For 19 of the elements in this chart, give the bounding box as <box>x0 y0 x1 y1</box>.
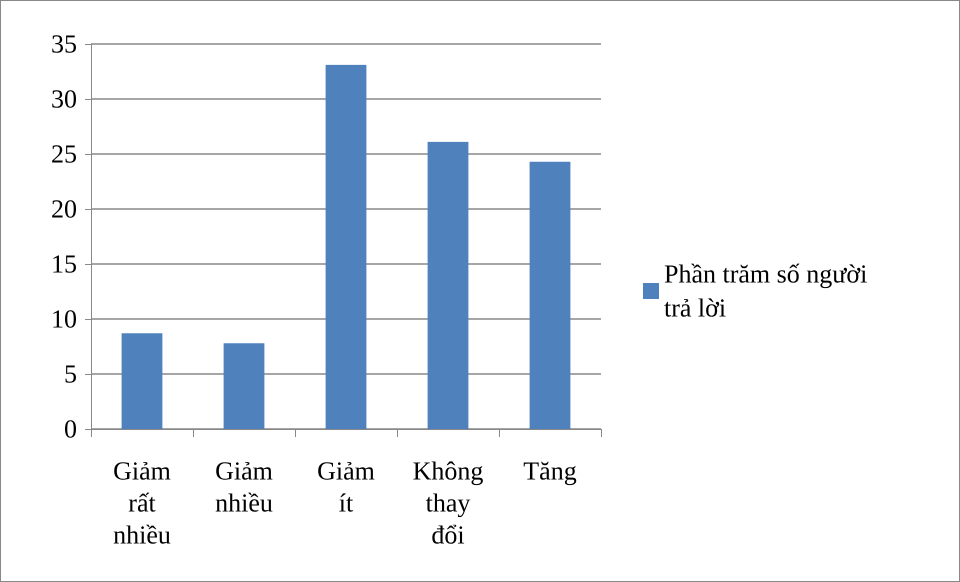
x-tick-label: Tăng <box>523 456 577 486</box>
bar <box>428 142 468 429</box>
x-tick-label: Giảm nhiều <box>215 456 273 518</box>
x-tick-label: Giảm rất nhiều <box>113 456 171 550</box>
y-tick-label: 35 <box>51 30 77 58</box>
y-tick-label: 25 <box>51 140 77 168</box>
x-tick-label: Giảm ít <box>317 456 375 518</box>
y-tick-label: 0 <box>64 414 77 444</box>
y-tick-label: 30 <box>51 84 77 114</box>
y-tick-label: 15 <box>51 250 77 278</box>
y-tick-label: 5 <box>64 360 77 388</box>
bar <box>122 333 162 429</box>
x-tick-label: Không thay đổi <box>412 456 484 550</box>
legend-label: Phần trăm số người trả lời <box>664 260 874 322</box>
y-tick-label: 10 <box>51 304 77 334</box>
bar <box>224 343 264 429</box>
bar <box>326 64 366 429</box>
bar <box>530 162 570 429</box>
y-tick-label: 20 <box>51 194 77 224</box>
